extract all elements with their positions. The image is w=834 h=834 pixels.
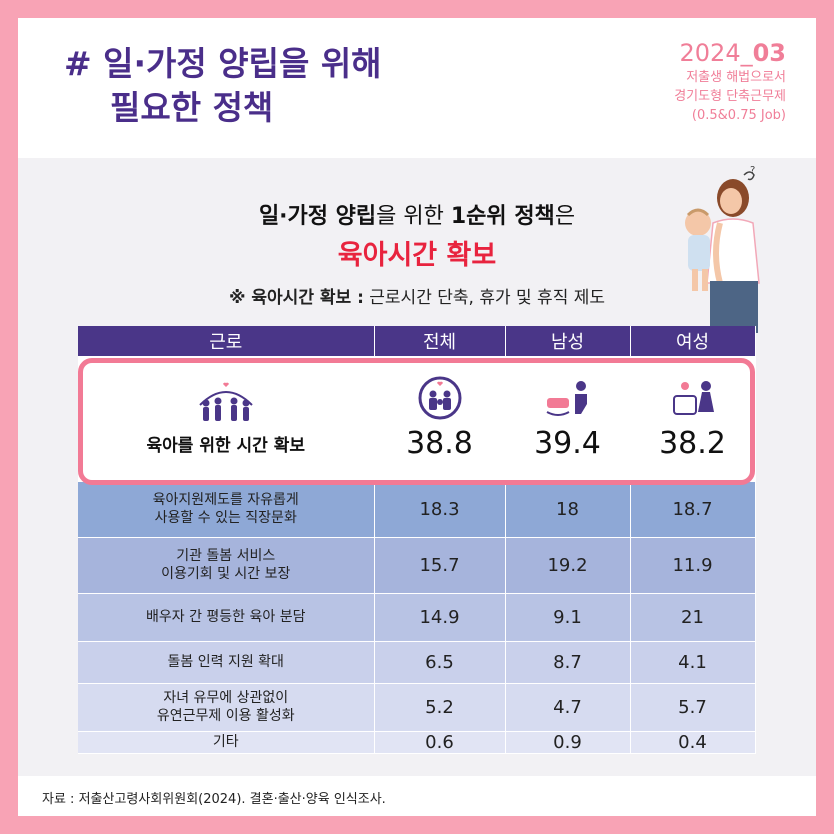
highlight-total-cell: 38.8 [374,356,506,482]
note-text: 근로시간 단축, 휴가 및 휴직 제도 [363,288,606,308]
row-label-line-2: 유연근무제 이용 활성화 [156,708,295,724]
row-male: 0.9 [505,731,631,754]
headline-text-1: 을 위한 [376,204,451,229]
highlight-male-cell: 39.4 [505,356,631,482]
highlight-male-value: 39.4 [534,425,601,461]
parents-child-icon [418,376,461,420]
title-line-1: # 일·가정 양립을 위해 [64,44,382,83]
series-sub-2: 경기도형 단축근무제 [674,89,786,104]
row-male: 4.7 [505,683,631,732]
row-male: 18 [505,481,631,538]
highlight-label-cell: 육아를 위한 시간 확보 [78,356,375,482]
row-label: 배우자 간 평등한 육아 분담 [78,593,375,642]
row-label: 돌봄 인력 지원 확대 [78,641,375,684]
row-female: 5.7 [630,683,756,732]
row-total: 0.6 [374,731,506,754]
row-total: 18.3 [374,481,506,538]
source-note: 자료 : 저출산고령사회위원회(2024). 결혼·출산·양육 인식조사. [42,792,386,807]
headline-line-2: 육아시간 확보 [337,240,497,271]
row-female: 0.4 [630,731,756,754]
table-header-row: 근로 전체 남성 여성 [78,326,756,356]
row-female: 21 [630,593,756,642]
page-title: # 일·가정 양립을 위해 필요한 정책 [64,42,382,130]
row-male: 19.2 [505,537,631,594]
headline-note: ※ 육아시간 확보 : 근로시간 단축, 휴가 및 휴직 제도 [18,283,816,308]
infographic-card: # 일·가정 양립을 위해 필요한 정책 2024_03 저출생 해법으로서 경… [18,18,816,816]
series-number: 03 [752,39,786,67]
row-male: 8.7 [505,641,631,684]
series-code: 2024_03 [674,38,786,68]
series-sub-1: 저출생 해법으로서 [686,70,786,85]
row-female: 4.1 [630,641,756,684]
row-label-line-2: 사용할 수 있는 직장문화 [154,510,297,526]
row-female: 18.7 [630,481,756,538]
header: # 일·가정 양립을 위해 필요한 정책 2024_03 저출생 해법으로서 경… [18,18,816,158]
title-line-2: 필요한 정책 [110,88,274,127]
highlight-female-cell: 38.2 [630,356,756,482]
row-male: 9.1 [505,593,631,642]
table-row: 돌봄 인력 지원 확대 6.5 8.7 4.1 [78,641,756,684]
series-badge: 2024_03 저출생 해법으로서 경기도형 단축근무제 (0.5&0.75 J… [674,38,786,125]
column-header-male: 남성 [505,326,631,356]
highlight-female-value: 38.2 [659,425,726,461]
note-label: ※ 육아시간 확보 : [228,288,364,308]
mother-baby-illustration: ? [685,165,760,333]
table-row: 배우자 간 평등한 육아 분담 14.9 9.1 21 [78,593,756,642]
row-total: 5.2 [374,683,506,732]
column-header-female: 여성 [630,326,756,356]
series-sub-3: (0.5&0.75 Job) [691,108,786,123]
row-total: 14.9 [374,593,506,642]
row-total: 15.7 [374,537,506,594]
row-label-line-1: 자녀 유무에 상관없이 [163,690,289,706]
column-header-total: 전체 [374,326,506,356]
row-total: 6.5 [374,641,506,684]
table-row: 기타 0.6 0.9 0.4 [78,731,756,754]
row-female: 11.9 [630,537,756,594]
headline-emph-1: 일·가정 양립 [258,204,377,229]
mother-crib-icon [672,380,714,415]
svg-text:?: ? [750,165,755,176]
headline-line-1: 일·가정 양립을 위한 1순위 정책은 [18,198,816,230]
row-label-line-2: 이용기회 및 시간 보장 [161,566,291,582]
family-icon [199,382,253,421]
highlight-row: 육아를 위한 시간 확보 38.8 [78,356,756,482]
headline-text-2: 은 [554,204,576,229]
row-label: 기타 [78,731,375,754]
highlight-label: 육아를 위한 시간 확보 [146,435,305,456]
row-label-line-1: 육아지원제도를 자유롭게 [152,492,299,508]
column-header-label: 근로 [78,326,375,356]
row-label-line-1: 기관 돌봄 서비스 [176,548,276,564]
headline-emph-2: 1순위 정책 [450,204,555,229]
policy-table: 근로 전체 남성 여성 육아를 위한 시간 확보 [78,326,756,754]
highlight-total-value: 38.8 [406,425,473,461]
series-prefix: 2024_ [679,39,753,67]
father-crib-icon [546,380,587,416]
